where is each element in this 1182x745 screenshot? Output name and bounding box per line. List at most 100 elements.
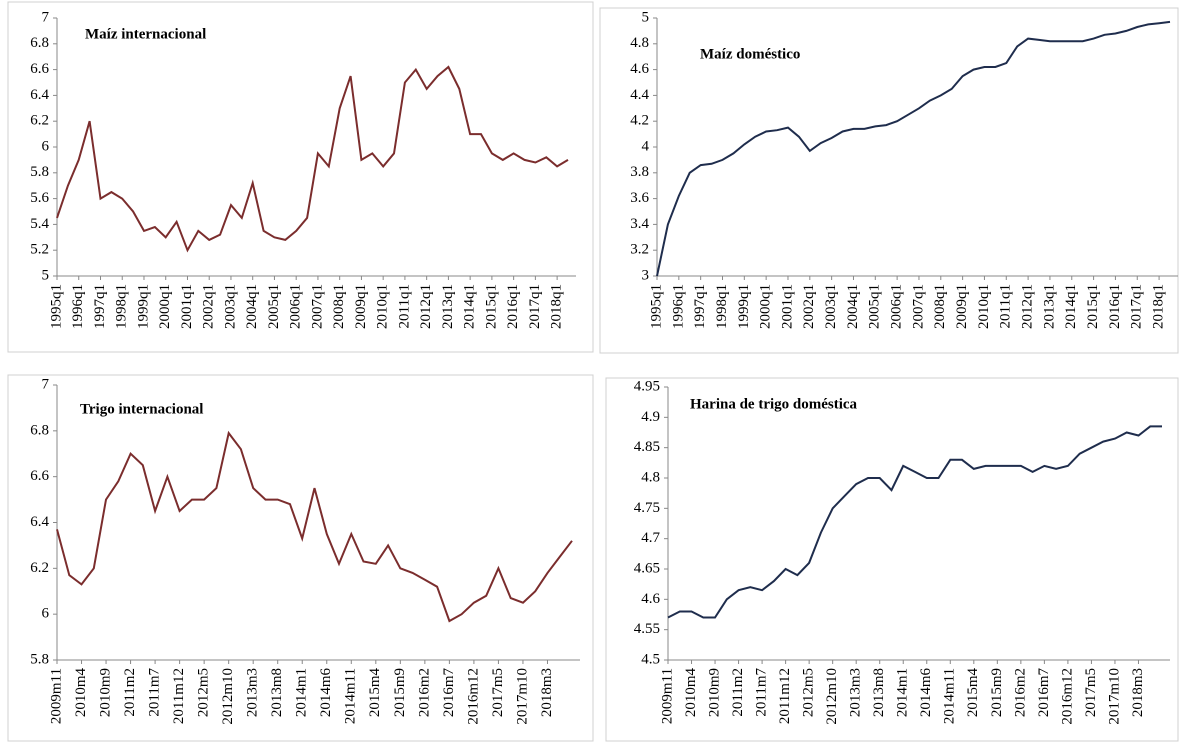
- y-tick-label: 5: [642, 9, 650, 25]
- y-tick-label: 4.6: [630, 61, 649, 77]
- y-tick-label: 4.9: [641, 409, 660, 425]
- x-tick-label: 2005q1: [266, 284, 282, 329]
- y-tick-label: 5: [42, 267, 50, 283]
- x-tick-label: 2018m3: [539, 668, 555, 717]
- y-tick-label: 4.85: [634, 439, 660, 455]
- y-tick-label: 4.95: [634, 378, 660, 394]
- y-tick-label: 4.65: [634, 560, 660, 576]
- x-tick-label: 2005q1: [867, 284, 883, 329]
- x-tick-label: 2001q1: [779, 284, 795, 329]
- x-tick-label: 2010m9: [706, 668, 722, 717]
- x-tick-label: 2016m2: [416, 668, 432, 717]
- y-tick-label: 3.4: [630, 216, 649, 232]
- y-tick-label: 7: [42, 376, 50, 392]
- x-tick-label: 2009q1: [954, 284, 970, 329]
- chart-title: Maíz doméstico: [700, 46, 800, 62]
- y-tick-label: 6.6: [30, 61, 49, 77]
- x-tick-label: 2010m9: [97, 668, 113, 717]
- x-tick-label: 2011m2: [730, 668, 746, 717]
- x-tick-label: 2000q1: [758, 284, 774, 329]
- x-tick-label: 2011m12: [777, 668, 793, 724]
- x-tick-label: 2010m4: [73, 668, 89, 718]
- x-tick-label: 2012m5: [801, 668, 817, 717]
- y-tick-label: 3.8: [630, 164, 649, 180]
- y-tick-label: 6.4: [30, 514, 49, 530]
- y-tick-label: 6.8: [30, 422, 49, 438]
- x-tick-label: 2012m10: [824, 668, 840, 725]
- x-tick-label: 2015m4: [367, 668, 383, 718]
- x-tick-label: 2009m11: [48, 668, 64, 724]
- y-tick-label: 4.5: [641, 651, 660, 667]
- y-tick-label: 6.4: [30, 87, 49, 103]
- x-tick-label: 2001q1: [179, 284, 195, 329]
- x-tick-label: 1996q1: [70, 284, 86, 329]
- x-tick-label: 1999q1: [135, 284, 151, 329]
- y-tick-label: 6.2: [30, 113, 49, 129]
- y-tick-label: 6.8: [30, 35, 49, 51]
- y-tick-label: 3.6: [630, 190, 649, 206]
- chart-title: Maíz internacional: [85, 26, 206, 42]
- x-tick-label: 2013m8: [269, 668, 285, 717]
- x-tick-label: 2009m11: [659, 668, 675, 724]
- x-tick-label: 2011m12: [171, 668, 187, 724]
- x-tick-label: 2011q1: [396, 284, 412, 328]
- y-tick-label: 5.8: [30, 651, 49, 667]
- x-tick-label: 2014m1: [294, 668, 310, 717]
- x-tick-label: 2009q1: [353, 284, 369, 329]
- x-tick-label: 1996q1: [670, 284, 686, 329]
- x-tick-label: 1997q1: [92, 284, 108, 329]
- x-tick-label: 2011q1: [998, 284, 1014, 328]
- x-tick-label: 2016m12: [1059, 668, 1075, 725]
- x-tick-label: 1999q1: [736, 284, 752, 329]
- x-tick-label: 2016m7: [1036, 668, 1052, 718]
- x-tick-label: 2007q1: [910, 284, 926, 329]
- y-tick-label: 6: [42, 138, 50, 154]
- x-tick-label: 2011m2: [122, 668, 138, 717]
- y-tick-label: 7: [42, 9, 50, 25]
- x-tick-label: 2014m1: [895, 668, 911, 717]
- x-tick-label: 2010q1: [375, 284, 391, 329]
- x-tick-label: 2017m10: [514, 668, 530, 725]
- y-tick-label: 5.2: [30, 242, 49, 258]
- x-tick-label: 1995q1: [648, 284, 664, 329]
- x-tick-label: 2013m3: [245, 668, 261, 717]
- panel-frame: [7, 1, 594, 353]
- x-tick-label: 2006q1: [288, 284, 304, 329]
- x-tick-label: 2015m4: [965, 668, 981, 718]
- x-tick-label: 2014m6: [918, 668, 934, 718]
- x-tick-label: 2003q1: [823, 284, 839, 329]
- y-tick-label: 4.2: [630, 113, 649, 129]
- x-tick-label: 2018m3: [1130, 668, 1146, 717]
- x-tick-label: 2012m5: [196, 668, 212, 717]
- x-tick-label: 2015m9: [392, 668, 408, 717]
- y-tick-label: 6: [42, 606, 50, 622]
- x-tick-label: 2010q1: [976, 284, 992, 329]
- chart-title: Harina de trigo doméstica: [690, 396, 858, 412]
- x-tick-label: 2014q1: [462, 284, 478, 329]
- x-tick-label: 2012m10: [220, 668, 236, 725]
- x-tick-label: 2003q1: [222, 284, 238, 329]
- y-tick-label: 3.2: [630, 242, 649, 258]
- y-tick-label: 4.8: [630, 35, 649, 51]
- y-tick-label: 6.6: [30, 468, 49, 484]
- chart-title: Trigo internacional: [80, 401, 203, 417]
- x-tick-label: 2015m9: [989, 668, 1005, 717]
- x-tick-label: 2017m5: [1083, 668, 1099, 717]
- x-tick-label: 2016q1: [505, 284, 521, 329]
- y-tick-label: 5.6: [30, 190, 49, 206]
- x-tick-label: 1998q1: [714, 284, 730, 329]
- x-tick-label: 2017m5: [490, 668, 506, 717]
- y-tick-label: 5.4: [30, 216, 49, 232]
- x-tick-label: 2012q1: [1020, 284, 1036, 329]
- panel-frame: [599, 7, 1179, 354]
- y-tick-label: 3: [642, 267, 650, 283]
- x-tick-label: 2011m7: [147, 668, 163, 717]
- y-tick-label: 4.55: [634, 621, 660, 637]
- y-tick-label: 6.2: [30, 560, 49, 576]
- x-tick-label: 2013m8: [871, 668, 887, 717]
- y-tick-label: 4.6: [641, 591, 660, 607]
- x-tick-label: 2016m7: [441, 668, 457, 718]
- x-tick-label: 2014q1: [1063, 284, 1079, 329]
- x-tick-label: 2004q1: [845, 284, 861, 329]
